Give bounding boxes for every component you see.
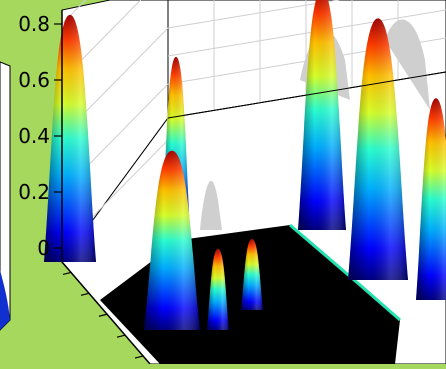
grid-line-back-h: [167, 0, 341, 29]
surface-peak-front-small-spike-1: [207, 248, 229, 330]
surface-peak-right-rounded-peak: [348, 18, 408, 281]
z-tick-label: 0: [37, 236, 50, 260]
back-top-edge: [167, 71, 446, 119]
z-tick-label: 0.2: [18, 180, 50, 204]
surface-peak-shading: [207, 248, 229, 330]
surface-peak-front-small-spike-2: [241, 238, 263, 310]
x-tick-mark: [80, 292, 90, 296]
surface-peak-shading: [44, 14, 96, 263]
x-tick-mark: [98, 313, 108, 317]
surface-peak-back-right-tall-peak: [298, 0, 346, 230]
z-tick-label: 0.8: [18, 12, 50, 36]
surface-peak-left-wall-peak: [44, 14, 96, 263]
x-axis-ticks: [62, 271, 144, 359]
x-axis-line: [61, 261, 151, 365]
surface-peaks: [44, 0, 446, 330]
z-tick-label: 0.4: [18, 124, 50, 148]
x-tick-mark: [116, 334, 126, 338]
grid-line-left: [61, 0, 87, 25]
surface-peak-front-rounded-peak: [144, 150, 200, 330]
surface-peak-shading: [348, 18, 408, 281]
z-axis-ticks: 0 0.2 0.4 0.6 0.8: [18, 12, 62, 260]
x-tick-mark: [62, 271, 72, 276]
left-panel-surface-fragment: [0, 270, 10, 330]
surface-peak-shading: [298, 0, 346, 230]
surface-valley-rim: [289, 223, 401, 322]
surface-peak-shading: [241, 238, 263, 310]
z-tick-label: 0.6: [18, 68, 50, 92]
surface-peak-shading: [416, 98, 446, 300]
surface-peak-shading: [144, 150, 200, 330]
surface-peak-far-right-peak: [416, 98, 446, 300]
grid-line-back-h: [167, 9, 446, 57]
x-tick-mark: [134, 355, 144, 359]
